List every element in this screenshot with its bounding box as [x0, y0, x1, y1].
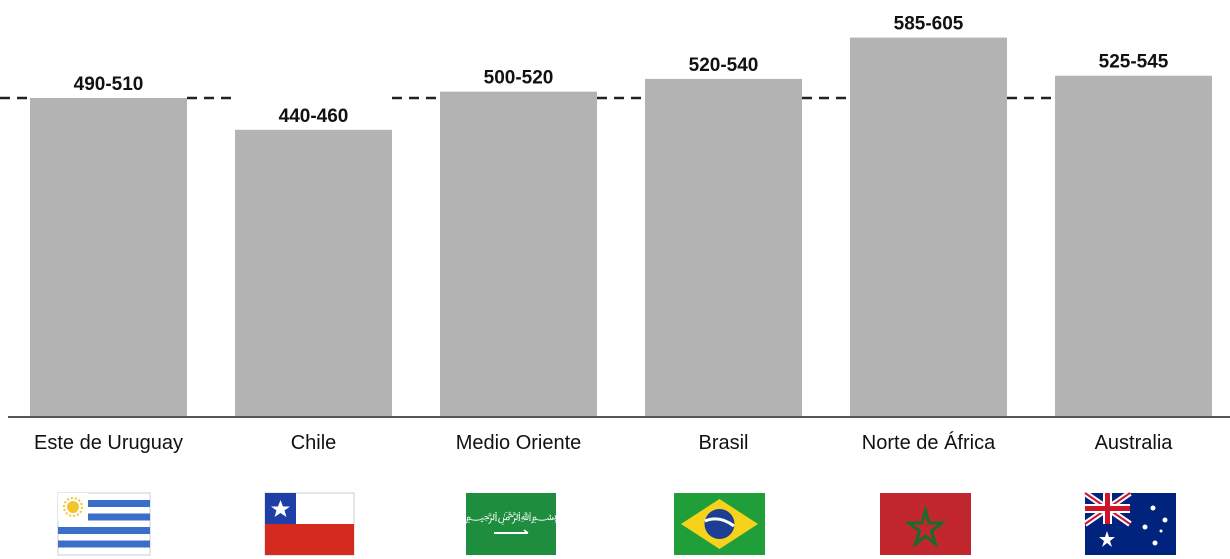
bar-0 [30, 98, 187, 416]
saudi-arabia-flag-icon: ﷽ [465, 493, 557, 555]
uruguay-flag-icon [57, 492, 151, 556]
category-label-5: Australia [1095, 432, 1174, 454]
bar-value-label-3: 520-540 [689, 55, 759, 76]
chile-flag-icon [264, 492, 355, 556]
category-label-2: Medio Oriente [456, 432, 582, 454]
bar-2 [440, 91, 597, 416]
bar-value-label-2: 500-520 [484, 68, 554, 89]
bar-value-labels: 490-510 440-460 500-520 520-540 585-605 525-5… [74, 14, 1169, 127]
morocco-flag-icon [880, 493, 971, 555]
svg-text:﷽: ﷽ [465, 509, 557, 525]
category-label-0: Este de Uruguay [34, 432, 183, 454]
category-labels: Este de Uruguay Chile Medio Oriente Brasil N… [34, 431, 1173, 454]
category-label-3: Brasil [698, 432, 748, 454]
brazil-flag-icon [674, 493, 765, 555]
bar-1 [235, 129, 392, 417]
bar-4 [850, 37, 1007, 417]
bar-3 [645, 78, 802, 417]
bar-value-label-1: 440-460 [279, 106, 349, 127]
australia-flag-icon [1083, 490, 1176, 555]
bar-value-label-5: 525-545 [1099, 52, 1169, 73]
bars-group [30, 37, 1212, 417]
category-label-1: Chile [291, 432, 337, 454]
bar-5 [1055, 75, 1212, 417]
bar-value-label-4: 585-605 [894, 14, 964, 35]
category-label-4: Norte de África [862, 431, 996, 454]
bar-value-label-0: 490-510 [74, 74, 144, 95]
